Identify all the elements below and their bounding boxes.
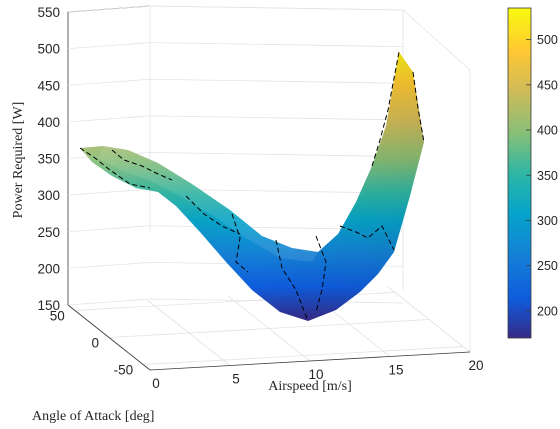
y-axis-line (67, 304, 151, 371)
contour-line (185, 195, 241, 235)
right-back-edge (402, 9, 471, 71)
contour-line (275, 239, 309, 322)
x-axis-line (149, 351, 471, 371)
z-tick-label: 500 (37, 42, 60, 57)
z-gridline (67, 261, 151, 269)
contour-line (371, 51, 400, 167)
y-tick-labels: -50 0 50 (50, 308, 133, 377)
colorbar-tick-label: 300 (537, 214, 558, 228)
z-tick-label: 300 (37, 188, 60, 203)
y-tick-label: 0 (91, 336, 99, 351)
z-gridline (67, 225, 151, 233)
y-tick-label: -50 (114, 363, 134, 378)
x-tick-labels: 0 5 10 15 20 (152, 358, 483, 391)
colorbar: 200 250 300 350 400 450 500 (507, 7, 558, 339)
power-surface (80, 52, 424, 321)
z-tick-label: 200 (37, 261, 60, 276)
axes-box (67, 5, 471, 371)
x-tick-label: 5 (232, 372, 240, 387)
z-tick-label: 250 (37, 225, 60, 240)
z-gridline-back (149, 5, 404, 11)
z-tick-label: 450 (37, 78, 60, 93)
z-tick-label: 350 (37, 152, 60, 167)
x-tick-label: 0 (152, 376, 160, 391)
z-tick-label: 550 (37, 5, 60, 20)
x-tick-label: 10 (308, 367, 323, 382)
colorbar-tick-label: 450 (537, 78, 558, 92)
x-tick-label: 15 (388, 363, 403, 378)
surface-highlight (98, 146, 318, 262)
colorbar-gradient (507, 7, 532, 339)
contour-line (79, 147, 151, 189)
z-tick-label: 150 (37, 298, 60, 313)
z-gridline (67, 298, 151, 306)
z-tick-labels: 150 200 250 300 350 400 450 500 550 (37, 5, 60, 313)
contour-line (111, 149, 173, 181)
colorbar-tick-label: 250 (537, 259, 558, 273)
y-floor-gridline (108, 319, 430, 338)
z-gridline (67, 188, 151, 196)
surface-shade (80, 52, 424, 321)
z-gridline-back (149, 115, 404, 121)
z-gridline-back (149, 152, 404, 157)
z-gridline-back (149, 78, 404, 84)
z-tick-label: 400 (37, 115, 60, 130)
colorbar-ticks: 200 250 300 350 400 450 500 (526, 33, 558, 318)
z-gridline-back (149, 42, 404, 48)
z-gridline (67, 115, 151, 123)
y-axis-label: Angle of Attack [deg] (32, 409, 154, 424)
z-axis-label: Power Required [W] (11, 102, 26, 219)
z-gridline (67, 42, 151, 50)
y-floor-gridline (143, 346, 464, 365)
contour-line (339, 225, 395, 251)
colorbar-tick-label: 200 (537, 304, 558, 318)
z-gridline (67, 5, 151, 13)
y-tick-label: 50 (50, 308, 65, 323)
colorbar-tick-label: 500 (537, 33, 558, 47)
x-axis-label: Airspeed [m/s] (268, 379, 352, 394)
colorbar-tick-label: 350 (537, 169, 558, 183)
contour-lines (79, 51, 425, 322)
colorbar-tick-label: 400 (537, 124, 558, 138)
contour-line (412, 71, 425, 143)
contour-line (231, 213, 249, 273)
x-tick-label: 20 (468, 358, 483, 373)
z-gridline (67, 78, 151, 86)
contour-line (315, 235, 327, 313)
